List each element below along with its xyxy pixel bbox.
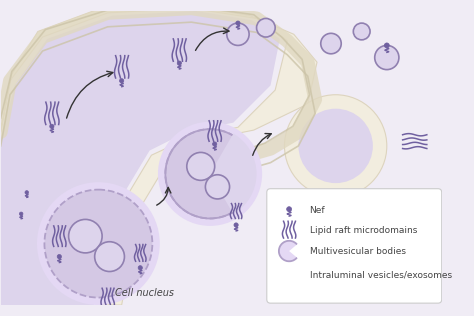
Text: Multivesicular bodies: Multivesicular bodies <box>310 247 406 257</box>
Circle shape <box>119 79 124 83</box>
Polygon shape <box>0 6 317 305</box>
Circle shape <box>57 254 62 259</box>
Wedge shape <box>279 241 297 261</box>
Circle shape <box>287 207 292 212</box>
Text: Cell nucleus: Cell nucleus <box>115 288 174 298</box>
Circle shape <box>177 61 182 65</box>
Circle shape <box>187 152 215 180</box>
Circle shape <box>236 21 240 25</box>
Text: Lipid raft microdomains: Lipid raft microdomains <box>310 226 417 235</box>
Circle shape <box>321 33 341 54</box>
Circle shape <box>384 43 389 48</box>
Circle shape <box>234 223 238 227</box>
Circle shape <box>37 182 160 305</box>
Circle shape <box>19 212 23 216</box>
Text: Nef: Nef <box>310 206 325 215</box>
FancyBboxPatch shape <box>267 189 442 303</box>
Circle shape <box>95 242 125 271</box>
Circle shape <box>158 122 262 226</box>
Circle shape <box>353 23 370 40</box>
Circle shape <box>256 18 275 37</box>
Circle shape <box>106 308 110 313</box>
Circle shape <box>280 265 299 283</box>
Circle shape <box>205 175 229 199</box>
Circle shape <box>138 266 142 270</box>
Wedge shape <box>210 134 256 214</box>
Circle shape <box>69 219 102 253</box>
Circle shape <box>299 109 373 183</box>
Circle shape <box>45 190 152 298</box>
Text: Intraluminal vesicles/exosomes: Intraluminal vesicles/exosomes <box>310 271 452 280</box>
Circle shape <box>212 142 217 146</box>
Polygon shape <box>0 11 280 305</box>
Circle shape <box>284 95 387 197</box>
Circle shape <box>227 23 249 46</box>
Circle shape <box>165 129 255 218</box>
Circle shape <box>50 124 54 129</box>
Circle shape <box>375 46 399 70</box>
Circle shape <box>25 191 28 194</box>
